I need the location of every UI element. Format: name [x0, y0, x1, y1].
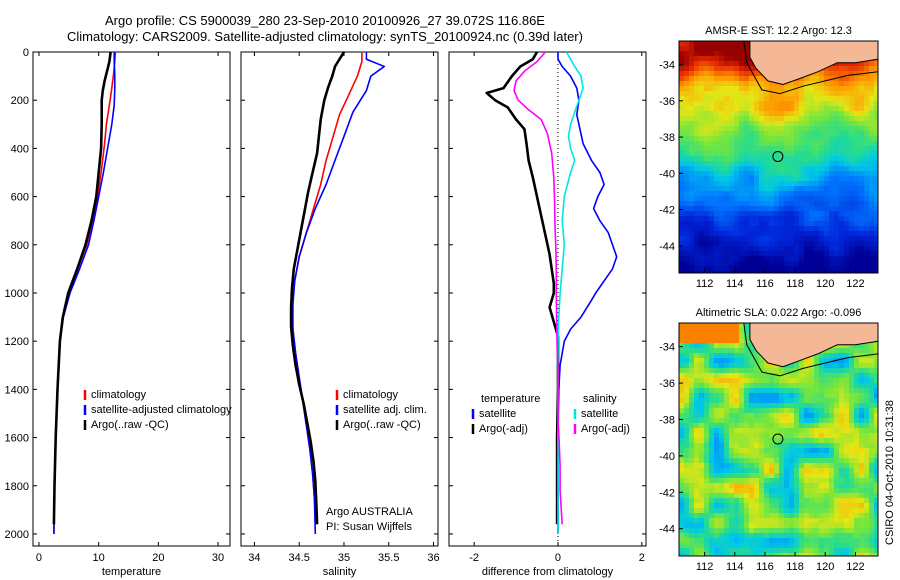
y-tick-label: -34 — [659, 60, 675, 72]
x-tick-label: 120 — [816, 561, 834, 573]
plot-frame-temperature — [32, 51, 231, 547]
map-panel-sst_map: AMSR-E SST: 12.2 Argo: 12.3 112 114 116 118 1… — [659, 25, 879, 290]
x-tick-label: 122 — [846, 278, 864, 290]
panel-salinity: 34 34.5 35 35.5 36 salinity climatology satelli… — [240, 51, 440, 578]
annotation-text: Argo AUSTRALIA — [326, 506, 413, 518]
x-tick-label: 116 — [756, 561, 774, 573]
x-tick-label: 2 — [639, 552, 645, 564]
x-tick-label: 35.5 — [378, 552, 399, 564]
x-tick-label: 118 — [786, 561, 804, 573]
series-line-difference-1 — [485, 51, 560, 525]
y-tick-label: -36 — [659, 96, 675, 108]
y-tick-label: 1400 — [5, 384, 29, 396]
x-tick-label: 114 — [726, 278, 744, 290]
x-tick-label: 34.5 — [288, 552, 309, 564]
y-tick-label: 1600 — [5, 433, 29, 445]
title-line-2: Climatology: CARS2009. Satellite-adjuste… — [67, 29, 583, 44]
argo-float-marker — [772, 433, 784, 445]
x-tick-label: 20 — [152, 552, 164, 564]
panel-temperature: 0 200 400 600 800 1000 1200 1400 1600 1800 2000 0 10… — [5, 47, 233, 578]
x-axis-label: temperature — [102, 566, 161, 578]
map-panel-sla_map: Altimetric SLA: 0.022 Argo: -0.096 112 114… — [659, 307, 879, 573]
sla_map-field — [679, 323, 878, 556]
legend-label: Argo(-adj) — [479, 423, 528, 435]
coast-contour — [743, 323, 878, 377]
side-label: CSIRO 04-Oct-2010 10:31:38 — [884, 400, 896, 545]
legend-label: satellite — [581, 408, 618, 420]
map-title: Altimetric SLA: 0.022 Argo: -0.096 — [696, 307, 862, 319]
x-tick-label: 30 — [212, 552, 224, 564]
plot-frame-difference — [448, 51, 647, 547]
series-line-temperature-2 — [52, 51, 112, 525]
y-tick-label: -38 — [659, 414, 675, 426]
x-tick-label: 112 — [696, 561, 714, 573]
y-tick-label: -40 — [659, 451, 675, 463]
coast-contour — [743, 41, 878, 95]
x-tick-label: 116 — [756, 278, 774, 290]
legend-label: climatology — [91, 389, 147, 401]
y-tick-label: 1000 — [5, 288, 29, 300]
legend-label: satellite-adjusted climatology — [91, 404, 232, 416]
map-frame — [678, 322, 879, 557]
x-tick-label: 34 — [248, 552, 260, 564]
legend-label: Argo(-adj) — [581, 423, 630, 435]
x-tick-label: 10 — [93, 552, 105, 564]
y-tick-label: 400 — [11, 143, 29, 155]
x-tick-label: 120 — [816, 278, 834, 290]
map-title: AMSR-E SST: 12.2 Argo: 12.3 — [705, 25, 852, 37]
legend-label: satellite — [479, 408, 516, 420]
legend-label: Argo(..raw -QC) — [91, 419, 169, 431]
land-mass — [749, 41, 878, 86]
series-line-salinity-2 — [289, 51, 346, 525]
x-tick-label: -2 — [469, 552, 479, 564]
y-tick-label: 0 — [23, 47, 29, 59]
series-line-salinity-1 — [292, 52, 386, 535]
argo-float-marker — [772, 150, 784, 162]
maps-layer: AMSR-E SST: 12.2 Argo: 12.3 112 114 116 118 1… — [659, 25, 879, 573]
y-tick-label: -42 — [659, 205, 675, 217]
y-tick-label: -36 — [659, 378, 675, 390]
y-tick-label: -40 — [659, 168, 675, 180]
y-tick-label: -44 — [659, 524, 675, 536]
y-tick-label: 1200 — [5, 336, 29, 348]
legend-label: climatology — [343, 389, 399, 401]
x-axis-label: difference from climatology — [482, 566, 614, 578]
x-tick-label: 114 — [726, 561, 744, 573]
x-tick-label: 0 — [36, 552, 42, 564]
y-tick-label: -38 — [659, 132, 675, 144]
x-axis-label: salinity — [323, 566, 357, 578]
x-tick-label: 36 — [427, 552, 439, 564]
y-tick-label: 2000 — [5, 529, 29, 541]
y-tick-label: -34 — [659, 342, 675, 354]
x-tick-label: 112 — [696, 278, 714, 290]
legend-label: Argo(..raw -QC) — [343, 419, 421, 431]
land-mass — [749, 323, 878, 368]
x-tick-label: 122 — [846, 561, 864, 573]
series-line-temperature-0 — [53, 51, 117, 535]
y-tick-label: -42 — [659, 487, 675, 499]
plot-frame-salinity — [240, 51, 439, 547]
map-frame — [678, 40, 879, 274]
y-tick-label: 600 — [11, 192, 29, 204]
series-line-difference-3 — [513, 51, 563, 525]
y-tick-label: 1800 — [5, 481, 29, 493]
panel-difference: -2 0 2 difference from climatology temperatu… — [448, 51, 647, 578]
y-tick-label: 200 — [11, 95, 29, 107]
legend-heading: temperature — [481, 393, 540, 405]
series-line-salinity-0 — [291, 52, 363, 522]
title-line-1: Argo profile: CS 5900039_280 23-Sep-2010… — [105, 13, 545, 28]
x-tick-label: 35 — [338, 552, 350, 564]
y-tick-label: -44 — [659, 241, 675, 253]
legend-label: satellite adj. clim. — [343, 404, 427, 416]
legend-heading: salinity — [583, 393, 617, 405]
y-tick-label: 800 — [11, 240, 29, 252]
x-tick-label: 118 — [786, 278, 804, 290]
x-tick-label: 0 — [555, 552, 561, 564]
annotation-text: PI: Susan Wijffels — [326, 521, 412, 533]
series-line-difference-0 — [557, 52, 618, 534]
